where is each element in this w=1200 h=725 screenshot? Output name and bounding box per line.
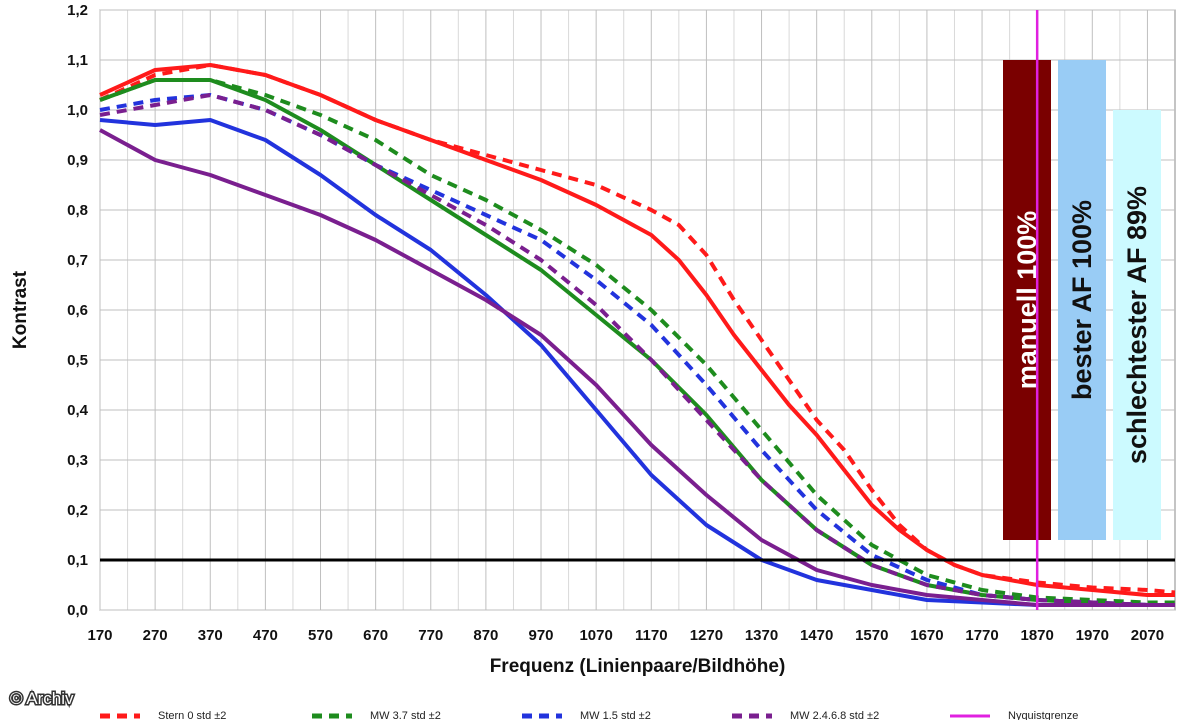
y-tick-label: 0,1 [67,552,88,569]
y-tick-label: 0,6 [67,302,88,319]
x-tick-label: 1270 [690,627,723,644]
series-line-6 [99,93,1175,607]
bar-label-2: schlechtester AF 89% [1122,186,1152,464]
series-line-2 [99,78,1175,605]
y-tick-label: 1,0 [67,102,88,119]
x-tick-label: 770 [418,627,443,644]
legend-label-0: Stern 0 std ±2 [158,710,226,720]
x-tick-label: 1470 [800,627,833,644]
y-tick-label: 0,3 [67,452,88,469]
x-tick-label: 970 [529,627,554,644]
x-tick-label: 170 [87,627,112,644]
x-tick-label: 1370 [745,627,778,644]
x-axis-title: Frequenz (Linienpaare/Bildhöhe) [490,656,786,677]
bar-label-1: bester AF 100% [1067,200,1097,400]
y-tick-label: 1,2 [67,2,88,19]
y-tick-label: 0,5 [67,352,88,369]
x-tick-label: 1870 [1020,627,1053,644]
x-tick-label: 270 [143,627,168,644]
y-tick-label: 0,4 [67,402,89,419]
x-tick-label: 570 [308,627,333,644]
x-tick-label: 870 [473,627,498,644]
y-tick-label: 1,1 [67,52,88,69]
legend-label-nyquist: Nyquistgrenze [1008,710,1078,720]
series-line-1 [99,63,1175,597]
bar-2 [1113,110,1161,540]
y-tick-label: 0,9 [67,152,88,169]
y-tick-label: 0,7 [67,252,88,269]
y-tick-label: 0,8 [67,202,88,219]
legend-label-2: MW 1.5 std ±2 [580,710,651,720]
bar-0 [1003,60,1051,540]
legend-label-3: MW 2.4.6.8 std ±2 [790,710,879,720]
x-tick-label: 670 [363,627,388,644]
x-tick-label: 370 [198,627,223,644]
x-tick-label: 470 [253,627,278,644]
x-tick-label: 1170 [635,627,668,644]
series-line-7 [99,128,1175,607]
x-tick-label: 1670 [910,627,943,644]
y-axis-title: Kontrast [10,270,31,349]
y-tick-label: 0,2 [67,502,88,519]
x-tick-label: 2070 [1131,627,1164,644]
x-tick-label: 1970 [1076,627,1109,644]
y-tick-label: 0,0 [67,602,88,619]
credit-text: © Archiv [10,689,74,708]
bar-1 [1058,60,1106,540]
x-tick-label: 1070 [579,627,612,644]
legend-label-1: MW 3.7 std ±2 [370,710,441,720]
x-tick-label: 1570 [855,627,888,644]
x-tick-label: 1770 [965,627,998,644]
